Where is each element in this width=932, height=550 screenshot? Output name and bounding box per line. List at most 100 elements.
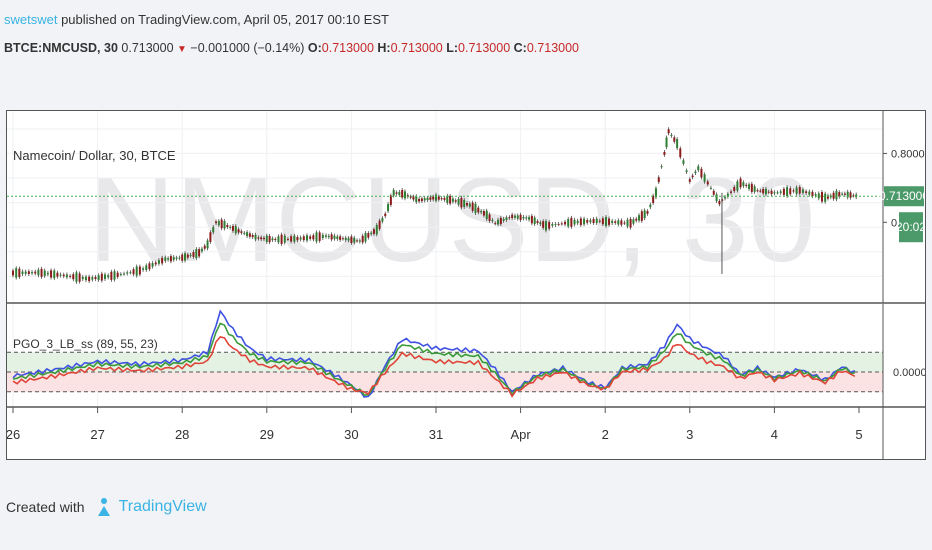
candle-body [50,270,53,278]
candle-body [107,275,110,278]
candle-body [770,190,773,195]
candle-body [24,271,27,274]
high-value: 0.713000 [390,41,443,55]
candle-body [454,200,457,202]
price-pane[interactable]: NMCUSD, 30 Namecoin/ Dollar, 30, BTCE 0.… [7,111,932,303]
symbol-info: BTCE:NMCUSD, 30 0.713000 ▼ −0.001000 (−0… [4,41,579,55]
candle-body [519,214,522,221]
price-series [12,127,858,284]
candle-body [665,137,668,148]
candle-body [56,272,59,277]
candle-body [286,238,289,240]
candle-body [598,220,601,222]
candle-body [100,273,103,281]
candle-body [72,274,75,280]
candle-body [192,251,195,257]
chart-frame[interactable]: NMCUSD, 30 Namecoin/ Dollar, 30, BTCE 0.… [6,110,932,460]
candle-body [203,245,206,249]
candle-body [573,219,576,225]
candle-body [277,236,280,243]
author-link[interactable]: swetswet [4,12,58,27]
price-grid [7,111,883,302]
candle-body [715,194,718,202]
candle-body [623,222,626,224]
low-value: 0.713000 [458,41,511,55]
candle-body [330,234,333,240]
candle-body [315,232,318,242]
candle-body [169,256,172,262]
candle-body [601,218,604,225]
candle-body [251,235,254,238]
candle-body [46,272,49,275]
candle-body [838,192,841,197]
candle-body [398,191,401,195]
candle-body [460,197,463,208]
time-axis-label: 2 [602,427,609,442]
candle-body [829,195,832,198]
candle-body [361,235,364,243]
candle-body [119,274,122,276]
candle-body [75,272,78,282]
candle-body [37,269,40,276]
tradingview-brand[interactable]: TradingView [118,498,207,515]
candle-body [629,218,632,228]
candle-body [157,260,160,264]
candle-body [418,198,421,202]
candle-body [640,211,643,221]
candle-body [88,276,91,282]
candle-body [62,274,65,277]
time-axis-label: 5 [855,427,862,442]
candle-body [595,218,598,224]
candle-body [344,237,347,241]
candle-body [841,193,844,195]
candle-body [305,235,308,241]
candle-body [12,270,14,276]
candle-body [654,188,657,198]
indicator-axis: 0.0000 [882,304,927,407]
candle-body [339,236,342,240]
candle-body [167,258,170,260]
candle-body [505,217,508,220]
candle-body [820,192,823,202]
candle-body [31,271,34,274]
candle-body [835,190,838,200]
candle-body [220,219,223,229]
candle-body [243,232,246,234]
candle-body [516,215,519,219]
chart-canvas[interactable]: NMCUSD, 30 Namecoin/ Dollar, 30, BTCE 0.… [6,111,932,459]
candle-body [691,175,694,178]
candle-body [104,274,107,279]
candle-body [570,217,573,227]
candle-body [750,183,753,192]
candle-body [635,218,638,221]
candle-body [592,218,595,224]
candle-body [759,190,762,192]
candle-body [583,218,586,225]
candle-body [248,233,251,237]
candle-body [660,166,663,168]
candle-body [268,235,271,243]
candle-body [237,229,240,233]
candle-body [138,266,141,275]
candle-body [485,210,488,220]
candle-body [440,198,443,200]
countdown-badge: 20:02 [896,212,926,243]
time-axis-label: 4 [771,427,778,442]
candle-body [283,235,286,243]
indicator-pane[interactable]: PGO_3_LB_ss (89, 55, 23) 0.0000 [7,304,927,407]
candle-body [753,186,756,192]
published-text: published on TradingView.com, April 05, … [57,12,389,27]
candle-body [384,213,387,217]
candle-body [381,218,384,222]
candle-body [824,193,827,202]
candle-body [491,219,494,222]
lower-band-fill [7,372,883,392]
time-axis[interactable]: 26 27 28 29 30 31 Apr 2 3 4 5 [6,407,884,459]
created-with-text: Created with [6,499,85,515]
time-axis-label: 27 [90,427,104,442]
candle-body [116,272,119,277]
indicator-series [12,309,856,398]
candle-body [805,191,808,194]
candle-body [212,227,215,233]
candle-body [779,191,782,193]
